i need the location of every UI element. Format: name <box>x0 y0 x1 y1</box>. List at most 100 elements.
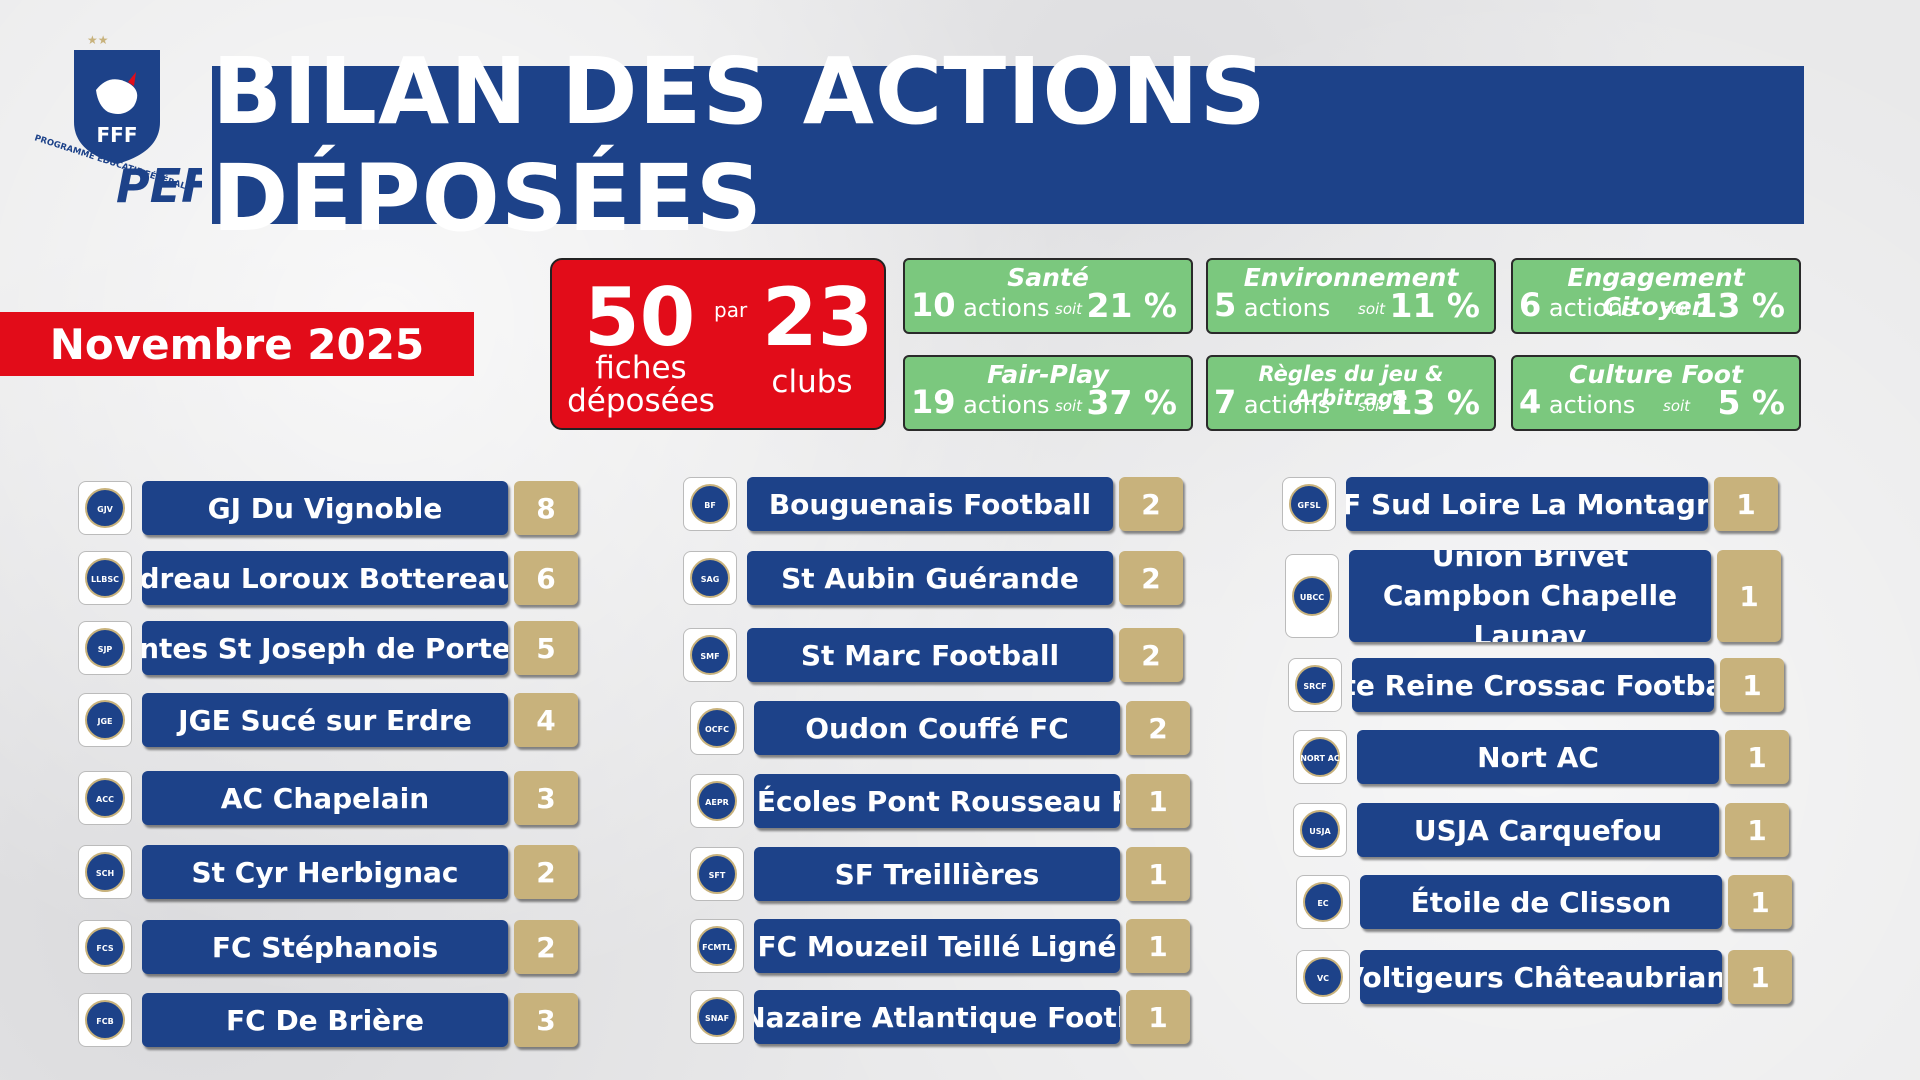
fff-logo-text: FFF <box>97 123 138 147</box>
club-row: OCFC Oudon Couffé FC 2 <box>690 701 1196 755</box>
club-logo: SNAF <box>690 990 744 1044</box>
theme-count: 5 actions <box>1214 286 1330 324</box>
theme-percentage: 13 % <box>1389 383 1480 422</box>
club-logo: USJA <box>1293 803 1347 857</box>
club-name: Voltigeurs Châteaubriant <box>1360 950 1722 1004</box>
theme-name: Santé <box>1007 263 1089 292</box>
club-action-count: 2 <box>514 920 578 974</box>
club-action-count: 2 <box>1119 477 1183 531</box>
fff-pef-logo: ★★ FFF PROGRAMME ÉDUCATIF FÉDÉRAL PEF <box>32 32 202 212</box>
club-logo: SCH <box>78 845 132 899</box>
theme-percentage: 13 % <box>1694 286 1785 325</box>
club-name: Ste Reine Crossac Football <box>1352 658 1714 712</box>
club-name: Étoile de Clisson <box>1360 875 1722 929</box>
month-banner: Novembre 2025 <box>0 312 474 376</box>
club-action-count: 3 <box>514 771 578 825</box>
club-logo-text: NORT AC <box>1300 754 1340 763</box>
club-row: SRCF Ste Reine Crossac Football1 <box>1288 658 1790 712</box>
club-name: Nantes St Joseph de Porterie <box>142 621 508 675</box>
club-row: BF Bouguenais Football 2 <box>683 477 1189 531</box>
theme-soit: soit <box>1358 300 1386 318</box>
club-action-count: 6 <box>514 551 578 605</box>
club-logo-text: SCH <box>96 869 114 878</box>
club-logo-text: SMF <box>700 652 719 661</box>
par-label: par <box>714 298 748 322</box>
club-action-count: 1 <box>1728 950 1792 1004</box>
club-action-count: 1 <box>1728 875 1792 929</box>
club-logo-text: SJP <box>98 645 113 654</box>
club-name: FC Mouzeil Teillé Ligné <box>754 919 1120 973</box>
fiches-count: 50 <box>584 271 696 364</box>
club-action-count: 1 <box>1714 477 1778 531</box>
club-logo: AEPR <box>690 774 744 828</box>
theme-count: 4 actions <box>1519 383 1635 421</box>
theme-name: Fair-Play <box>987 360 1109 389</box>
club-row: SCH St Cyr Herbignac 2 <box>78 845 584 899</box>
club-logo-text: USJA <box>1309 827 1331 836</box>
page-title: BILAN DES ACTIONS DÉPOSÉES <box>212 38 1267 252</box>
theme-card: Engagement Citoyen 6 actions soit 13 % <box>1511 258 1801 334</box>
club-row: GJV GJ Du Vignoble 8 <box>78 481 584 535</box>
club-action-count: 1 <box>1126 774 1190 828</box>
theme-count-value: 7 <box>1214 383 1237 421</box>
club-action-count: 2 <box>1119 551 1183 605</box>
club-name: SF Treillières <box>754 847 1120 901</box>
club-row: SJP Nantes St Joseph de Porterie5 <box>78 621 584 675</box>
club-name: AC Chapelain <box>142 771 508 825</box>
club-logo: FCMTL <box>690 919 744 973</box>
theme-name: Environnement <box>1243 263 1459 292</box>
clubs-label: clubs <box>771 364 853 400</box>
club-row: SNAF St Nazaire Atlantique Football1 <box>690 990 1196 1044</box>
club-row: GFSL GF Sud Loire La Montagne1 <box>1282 477 1784 531</box>
theme-count-value: 19 <box>911 383 956 421</box>
club-row: ACC AC Chapelain 3 <box>78 771 584 825</box>
theme-count: 19 actions <box>911 383 1050 421</box>
club-name: JGE Sucé sur Erdre <box>142 693 508 747</box>
club-logo: GJV <box>78 481 132 535</box>
club-logo: SAG <box>683 551 737 605</box>
club-action-count: 8 <box>514 481 578 535</box>
theme-count-label: actions <box>1548 391 1636 419</box>
club-logo-text: FCMTL <box>702 943 732 952</box>
club-logo: FCB <box>78 993 132 1047</box>
club-action-count: 2 <box>1126 701 1190 755</box>
theme-count-value: 5 <box>1214 286 1237 324</box>
theme-count-value: 6 <box>1519 286 1542 324</box>
club-logo: LLBSC <box>78 551 132 605</box>
theme-name: Engagement Citoyen <box>1567 263 1745 321</box>
fiches-label-1: fiches <box>595 350 687 386</box>
theme-name: Règles du jeu & Arbitrage <box>1258 362 1444 410</box>
club-row: USJA USJA Carquefou 1 <box>1293 803 1795 857</box>
theme-count-label: actions <box>963 294 1050 322</box>
club-logo: SMF <box>683 628 737 682</box>
clubs-count: 23 <box>762 271 874 364</box>
club-logo-text: SFT <box>709 871 726 880</box>
club-name: GJ Du Vignoble <box>142 481 508 535</box>
club-logo-text: ACC <box>96 795 114 804</box>
theme-name: Culture Foot <box>1569 360 1743 389</box>
club-action-count: 4 <box>514 693 578 747</box>
club-name: St Aubin Guérande <box>747 551 1113 605</box>
theme-count-value: 4 <box>1519 383 1542 421</box>
club-action-count: 1 <box>1725 803 1789 857</box>
club-action-count: 2 <box>1119 628 1183 682</box>
club-action-count: 2 <box>514 845 578 899</box>
club-row: FCS FC Stéphanois 2 <box>78 920 584 974</box>
title-banner: BILAN DES ACTIONS DÉPOSÉES <box>212 38 1804 252</box>
fiches-label-2: déposées <box>567 382 715 419</box>
club-logo-text: JGE <box>96 717 112 726</box>
club-logo-text: FCS <box>96 944 113 953</box>
club-logo-text: LLBSC <box>91 575 119 584</box>
club-name: Union Brivet Campbon Chapelle Launay <box>1349 550 1711 642</box>
theme-count-label: actions <box>963 391 1050 419</box>
club-name: Bouguenais Football <box>747 477 1113 531</box>
club-logo: EC <box>1296 875 1350 929</box>
club-name: Landreau Loroux Bottereau SC <box>142 551 508 605</box>
theme-card: Santé 10 actions soit 21 % <box>903 258 1193 334</box>
theme-count-label: actions <box>1243 391 1331 419</box>
club-logo: ACC <box>78 771 132 825</box>
club-logo-text: SRCF <box>1303 682 1326 691</box>
club-row: SFT SF Treillières 1 <box>690 847 1196 901</box>
club-action-count: 1 <box>1720 658 1784 712</box>
theme-percentage: 21 % <box>1086 286 1177 325</box>
